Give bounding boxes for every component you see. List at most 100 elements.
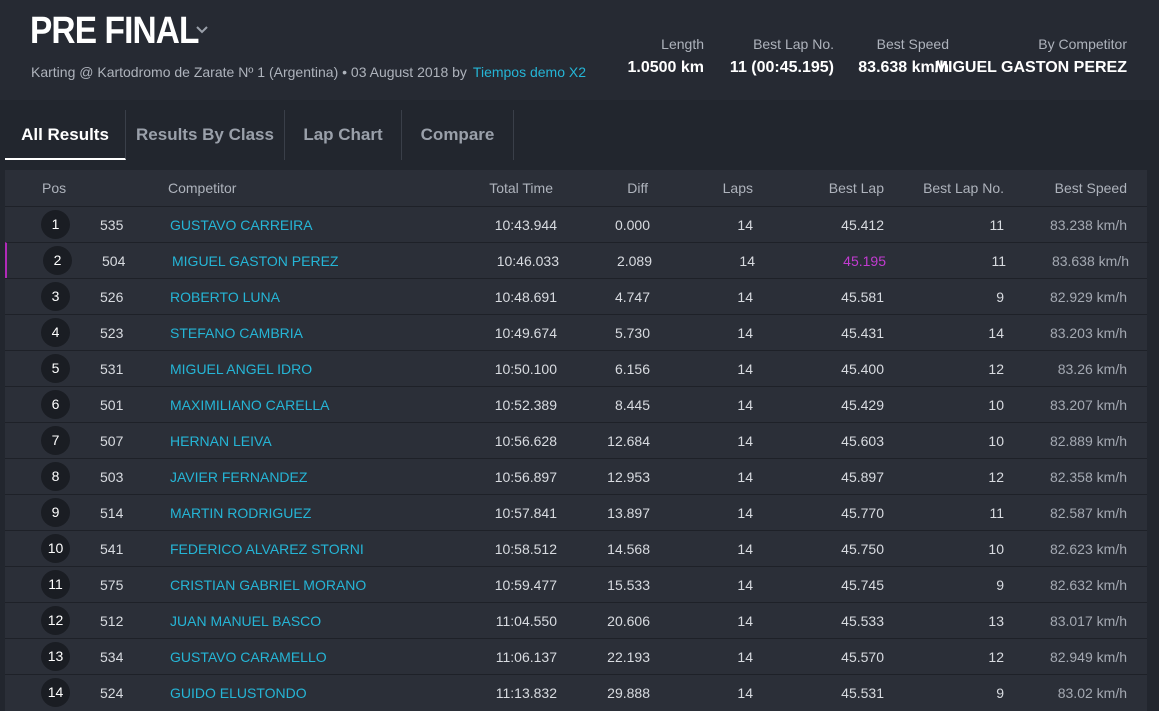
kart-number: 514 <box>100 505 124 521</box>
competitor[interactable]: MARTIN RODRIGUEZ <box>170 505 312 521</box>
stat: Best Lap No. 11 (00:45.195) <box>730 36 834 77</box>
kart-number: 507 <box>100 433 124 449</box>
competitor[interactable]: GUSTAVO CARREIRA <box>170 217 313 233</box>
stat: By Competitor MIGUEL GASTON PEREZ <box>935 36 1127 77</box>
diff: 14.568 <box>607 541 650 557</box>
result-row[interactable]: 13 534 GUSTAVO CARAMELLO 11:06.137 22.193 14 4… <box>5 638 1147 674</box>
laps: 14 <box>737 649 753 665</box>
best-lap: 45.897 <box>841 469 884 485</box>
result-row[interactable]: 4 523 STEFANO CAMBRIA 10:49.674 5.730 14 45.43… <box>5 314 1147 350</box>
column-header: Competitor <box>168 180 237 196</box>
kart-number: 541 <box>100 541 124 557</box>
total-time: 11:13.832 <box>495 685 557 701</box>
subtitle-text: Karting @ Kartodromo de Zarate Nº 1 (Arg… <box>31 64 467 80</box>
position: 6 <box>41 390 70 419</box>
column-header: Total Time <box>489 180 553 196</box>
laps: 14 <box>737 217 753 233</box>
competitor[interactable]: JAVIER FERNANDEZ <box>170 469 308 485</box>
stat-label: Length <box>661 36 704 52</box>
total-time: 11:06.137 <box>495 649 557 665</box>
position: 7 <box>41 426 70 455</box>
competitor[interactable]: GUSTAVO CARAMELLO <box>170 649 327 665</box>
total-time: 10:52.389 <box>494 397 557 413</box>
result-row[interactable]: 3 526 ROBERTO LUNA 10:48.691 4.747 14 45.581 9 8… <box>5 278 1147 314</box>
result-row[interactable]: 6 501 MAXIMILIANO CARELLA 10:52.389 8.445 14 4… <box>5 386 1147 422</box>
stat-label: By Competitor <box>1038 36 1127 52</box>
position: 12 <box>41 606 70 635</box>
best-lap: 45.429 <box>841 397 884 413</box>
best-lap: 45.531 <box>841 685 884 701</box>
total-time: 11:04.550 <box>495 613 557 629</box>
best-speed: 83.238 km/h <box>1049 217 1127 233</box>
best-speed: 83.02 km/h <box>1057 685 1127 701</box>
total-time: 10:58.512 <box>494 541 557 557</box>
stat: Best Speed 83.638 km/h <box>858 36 949 77</box>
best-speed: 82.889 km/h <box>1049 433 1127 449</box>
best-lap: 45.745 <box>841 577 884 593</box>
best-lap-no: 12 <box>988 469 1004 485</box>
best-speed: 83.26 km/h <box>1057 361 1127 377</box>
diff: 0.000 <box>614 217 650 233</box>
result-row[interactable]: 11 575 CRISTIAN GABRIEL MORANO 10:59.477 15.… <box>5 566 1147 602</box>
competitor[interactable]: HERNAN LEIVA <box>170 433 272 449</box>
best-speed: 82.949 km/h <box>1049 649 1127 665</box>
best-speed: 83.203 km/h <box>1049 325 1127 341</box>
competitor[interactable]: MIGUEL GASTON PEREZ <box>172 253 339 269</box>
position: 1 <box>41 210 70 239</box>
competitor[interactable]: GUIDO ELUSTONDO <box>170 685 307 701</box>
best-lap-no: 12 <box>988 649 1004 665</box>
competitor[interactable]: FEDERICO ALVAREZ STORNI <box>170 541 364 557</box>
best-lap: 45.412 <box>841 217 884 233</box>
tab[interactable]: Lap Chart <box>285 110 402 160</box>
best-lap-no: 14 <box>988 325 1004 341</box>
best-speed: 82.358 km/h <box>1049 469 1127 485</box>
result-row[interactable]: 14 524 GUIDO ELUSTONDO 11:13.832 29.888 14 45.… <box>5 674 1147 710</box>
title[interactable]: PRE FINAL <box>30 10 199 52</box>
best-lap-no: 10 <box>988 397 1004 413</box>
tab[interactable]: Results By Class <box>126 110 285 160</box>
result-row[interactable]: 9 514 MARTIN RODRIGUEZ 10:57.841 13.897 14 45.… <box>5 494 1147 530</box>
stat-value: 1.0500 km <box>627 59 704 76</box>
best-lap-no: 13 <box>988 613 1004 629</box>
position: 2 <box>43 246 72 275</box>
competitor[interactable]: MAXIMILIANO CARELLA <box>170 397 330 413</box>
total-time: 10:43.944 <box>494 217 557 233</box>
tab[interactable]: Compare <box>402 110 514 160</box>
best-lap: 45.195 <box>843 253 886 269</box>
competitor[interactable]: JUAN MANUEL BASCO <box>170 613 322 629</box>
stat-label: Best Lap No. <box>753 36 834 52</box>
competitor[interactable]: CRISTIAN GABRIEL MORANO <box>170 577 367 593</box>
subtitle: Karting @ Kartodromo de Zarate Nº 1 (Arg… <box>31 62 591 82</box>
tab[interactable]: All Results <box>5 110 126 160</box>
total-time: 10:57.841 <box>494 505 557 521</box>
competitor[interactable]: STEFANO CAMBRIA <box>170 325 304 341</box>
total-time: 10:48.691 <box>494 289 557 305</box>
result-row[interactable]: 7 507 HERNAN LEIVA 10:56.628 12.684 14 45.603 1… <box>5 422 1147 458</box>
position: 11 <box>41 570 70 599</box>
result-row[interactable]: 10 541 FEDERICO ALVAREZ STORNI 10:58.512 14.… <box>5 530 1147 566</box>
result-row[interactable]: 1 535 GUSTAVO CARREIRA 10:43.944 0.000 14 45.4… <box>5 206 1147 242</box>
diff: 13.897 <box>607 505 650 521</box>
result-row[interactable]: 2 504 MIGUEL GASTON PEREZ 10:46.033 2.089 14 4… <box>5 242 1149 278</box>
laps: 14 <box>737 577 753 593</box>
dropdown-icon[interactable] <box>196 24 208 36</box>
kart-number: 512 <box>100 613 124 629</box>
total-time: 10:46.033 <box>496 253 559 269</box>
result-row[interactable]: 5 531 MIGUEL ANGEL IDRO 10:50.100 6.156 14 45.… <box>5 350 1147 386</box>
diff: 22.193 <box>607 649 650 665</box>
kart-number: 531 <box>100 361 124 377</box>
result-row[interactable]: 8 503 JAVIER FERNANDEZ 10:56.897 12.953 14 45.… <box>5 458 1147 494</box>
position: 9 <box>41 498 70 527</box>
total-time: 10:56.628 <box>494 433 557 449</box>
kart-number: 503 <box>100 469 124 485</box>
total-time: 10:59.477 <box>494 577 557 593</box>
competitor[interactable]: ROBERTO LUNA <box>170 289 280 305</box>
laps: 14 <box>737 361 753 377</box>
diff: 12.953 <box>607 469 650 485</box>
stat-label: Best Speed <box>876 36 949 52</box>
competitor[interactable]: MIGUEL ANGEL IDRO <box>170 361 313 377</box>
result-row[interactable]: 12 512 JUAN MANUEL BASCO 11:04.550 20.606 14 4… <box>5 602 1147 638</box>
diff: 5.730 <box>614 325 650 341</box>
organizer-link[interactable]: Tiempos demo X2 <box>472 64 587 80</box>
